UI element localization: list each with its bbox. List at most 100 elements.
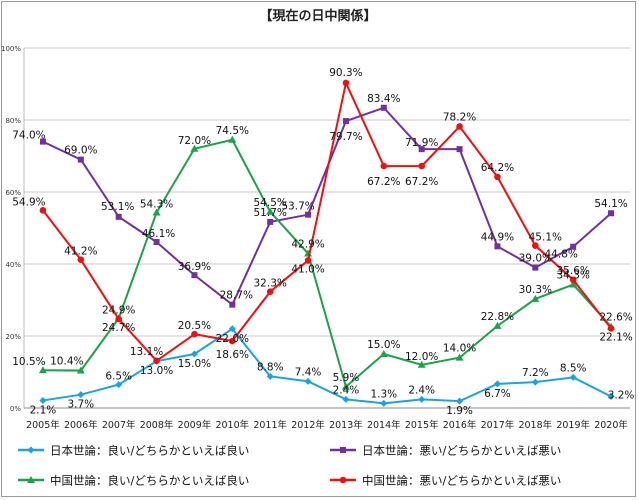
data-point [417, 360, 426, 368]
data-point [342, 79, 350, 87]
data-point [493, 380, 501, 388]
data-label: 13.0% [140, 365, 173, 377]
data-label: 15.0% [367, 339, 400, 351]
legend-label: 日本世論：良い/どちらかといえば良い [50, 444, 249, 458]
series-lines [38, 79, 616, 407]
x-tick-label: 2009年 [178, 419, 212, 431]
data-point [115, 213, 122, 220]
data-label: 7.2% [522, 367, 549, 379]
data-point [380, 399, 388, 407]
x-tick-label: 2007年 [102, 419, 136, 431]
data-label: 5.9% [333, 372, 360, 384]
data-point [418, 146, 425, 153]
data-point [305, 211, 312, 218]
data-point [153, 357, 160, 365]
data-point [77, 391, 85, 399]
data-point [229, 301, 236, 308]
data-point [494, 243, 501, 250]
data-label: 32.3% [254, 278, 287, 290]
data-label: 51.7% [254, 207, 287, 219]
chart-title: 【現在の日中関係】 [259, 8, 376, 24]
legend-marker [27, 476, 35, 483]
data-point [266, 207, 275, 215]
x-axis: 2005年 2006年 2007年 2008年 2009年 2010年 2011年 2012年… [24, 407, 630, 431]
x-tick-label: 2017年 [481, 419, 515, 431]
data-label: 54.3% [140, 199, 173, 211]
x-tick-label: 2016年 [443, 419, 477, 431]
data-point [153, 239, 160, 246]
data-labels: 2.1% 3.7% 6.5% 13.0% 15.0% 22.0% 8.8% 7.4% 2.4% 1… [12, 67, 634, 417]
data-point [455, 353, 464, 361]
legend-item-3: 中国世論：良い/どちらかといえば良い [18, 474, 249, 488]
data-point [342, 118, 349, 125]
data-label: 22.8% [481, 311, 514, 323]
y-tick-label: 100% [1, 45, 21, 53]
data-point [228, 135, 237, 143]
data-label: 6.5% [105, 371, 132, 383]
data-point [38, 366, 47, 374]
data-point [39, 138, 46, 145]
data-label: 28.7% [220, 290, 253, 302]
data-point [569, 373, 577, 381]
data-point [570, 243, 577, 250]
data-point [152, 208, 161, 216]
x-tick-label: 2005年 [26, 419, 60, 431]
data-point [304, 257, 312, 264]
data-point [607, 325, 615, 332]
data-label: 74.0% [12, 130, 45, 142]
data-label: 79.7% [329, 131, 362, 143]
data-label: 22.0% [216, 333, 249, 345]
data-label: 53.7% [281, 201, 314, 213]
data-label: 10.5% [12, 356, 45, 368]
data-label: 30.3% [519, 284, 552, 296]
data-point [77, 156, 84, 163]
data-point [229, 337, 236, 345]
data-point [531, 294, 540, 302]
data-point [493, 321, 502, 329]
data-point [266, 288, 274, 296]
data-label: 67.2% [405, 176, 438, 188]
data-point [379, 350, 388, 357]
data-label: 24.9% [102, 304, 135, 316]
x-tick-label: 2006年 [64, 419, 98, 431]
series-line-4 [42, 79, 612, 363]
data-label: 18.6% [216, 349, 249, 361]
y-tick-label: 20% [5, 333, 21, 341]
data-point [380, 162, 388, 170]
legend-item-4: 中国世論：悪い/どちらかといえば悪い [330, 474, 561, 488]
legend-marker [27, 446, 35, 454]
data-point [494, 173, 501, 181]
data-point [39, 396, 47, 404]
y-axis: 0% 20% 40% 60% 80% 100% [1, 45, 25, 413]
data-point [569, 276, 577, 284]
data-point [532, 264, 539, 271]
data-label: 3.7% [67, 399, 94, 411]
data-label: 7.4% [295, 366, 322, 378]
data-point [456, 146, 463, 153]
data-label: 2.1% [30, 404, 57, 416]
x-tick-label: 2020年 [594, 419, 628, 431]
y-tick-label: 0% [10, 405, 21, 413]
data-label: 22.6% [599, 312, 632, 324]
data-label: 78.2% [443, 111, 476, 123]
data-label: 2.4% [333, 384, 360, 396]
data-label: 10.4% [50, 356, 83, 368]
x-tick-label: 2012年 [291, 419, 325, 431]
data-label: 36.9% [178, 261, 211, 273]
series-line-1 [42, 327, 612, 405]
data-label: 44.9% [481, 231, 514, 243]
data-point [456, 123, 463, 130]
y-tick-label: 60% [5, 189, 21, 197]
data-label: 46.1% [142, 228, 175, 240]
data-point [76, 366, 85, 374]
data-point [191, 272, 198, 279]
x-tick-label: 2011年 [253, 419, 287, 431]
data-label: 6.7% [484, 388, 511, 400]
y-tick-label: 40% [5, 261, 21, 269]
data-label: 15.0% [178, 358, 211, 370]
data-point [607, 392, 615, 400]
series-line-3 [42, 138, 612, 389]
x-tick-label: 2015年 [405, 419, 439, 431]
data-label: 8.8% [257, 361, 284, 373]
data-point [418, 395, 426, 403]
